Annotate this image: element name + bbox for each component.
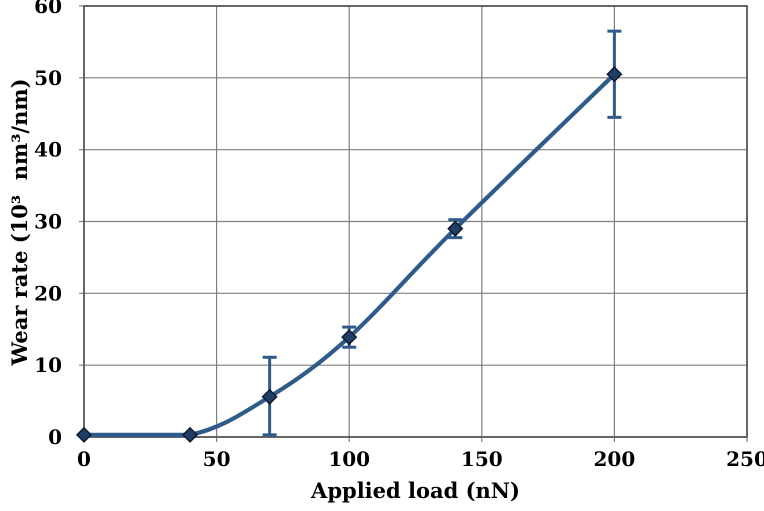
data-point-marker bbox=[606, 66, 623, 83]
x-tick-label: 200 bbox=[594, 447, 636, 471]
plot-border bbox=[83, 5, 748, 438]
y-tick-label: 20 bbox=[34, 281, 62, 305]
x-tick-label: 50 bbox=[203, 447, 231, 471]
y-tick-label: 60 bbox=[34, 0, 62, 18]
y-tick-label: 40 bbox=[34, 138, 62, 162]
x-axis-title: Applied load (nN) bbox=[311, 478, 520, 503]
data-point-marker bbox=[75, 426, 93, 443]
x-tick-label: 250 bbox=[726, 447, 764, 471]
data-point-marker bbox=[261, 388, 278, 405]
x-tick-label: 100 bbox=[328, 447, 370, 471]
y-axis-title: Wear rate (10³ nm³/nm) bbox=[7, 78, 32, 366]
data-point-marker bbox=[341, 329, 358, 346]
x-tick-label: 0 bbox=[77, 447, 91, 471]
data-point-marker bbox=[447, 220, 464, 237]
y-tick-label: 0 bbox=[48, 425, 62, 449]
y-tick-label: 50 bbox=[34, 66, 62, 90]
data-point-marker bbox=[182, 426, 199, 443]
y-tick-label: 10 bbox=[34, 353, 62, 377]
x-tick-label: 150 bbox=[461, 447, 503, 471]
y-tick-label: 30 bbox=[34, 210, 62, 234]
